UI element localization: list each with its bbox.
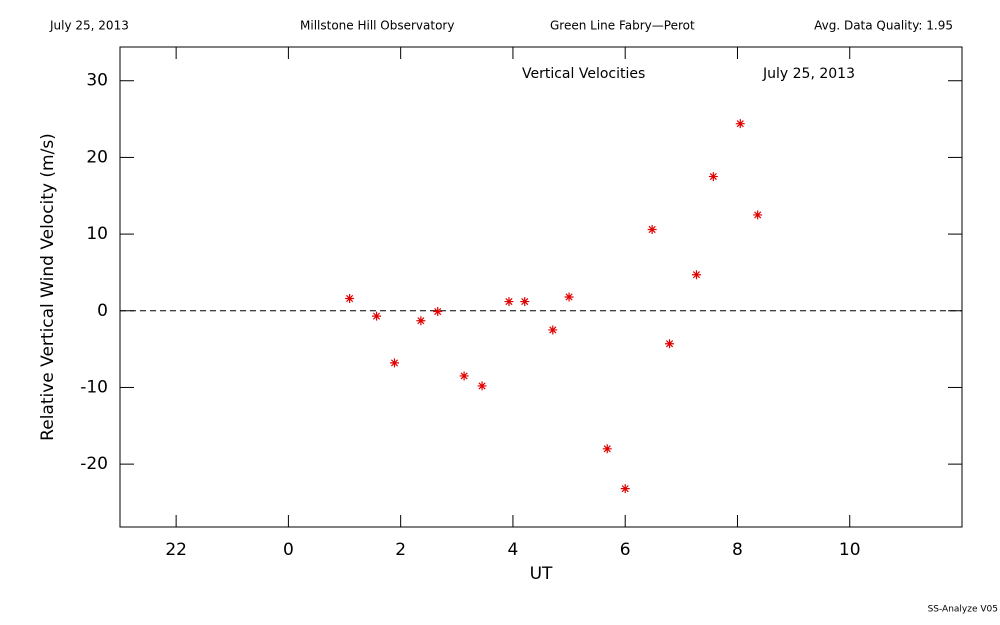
data-point bbox=[665, 339, 675, 349]
data-point bbox=[708, 172, 718, 182]
data-point bbox=[477, 381, 487, 391]
x-tick-label: 8 bbox=[732, 540, 743, 560]
data-point bbox=[647, 224, 657, 234]
data-point bbox=[389, 358, 399, 368]
x-tick-label: 0 bbox=[283, 540, 294, 560]
x-tick-label: 4 bbox=[508, 540, 519, 560]
y-tick-label: 30 bbox=[86, 71, 108, 91]
data-point bbox=[548, 325, 558, 335]
y-tick-label: -10 bbox=[80, 377, 108, 397]
header-site: Millstone Hill Observatory bbox=[300, 19, 454, 33]
data-point bbox=[735, 119, 745, 129]
y-tick-label: -20 bbox=[80, 454, 108, 474]
data-point bbox=[459, 371, 469, 381]
data-point bbox=[602, 444, 612, 454]
chart-title: Vertical Velocities bbox=[522, 66, 645, 82]
x-tick-label: 22 bbox=[165, 540, 187, 560]
data-point bbox=[691, 270, 701, 280]
data-point bbox=[416, 316, 426, 326]
y-axis-label: Relative Vertical Wind Velocity (m/s) bbox=[38, 133, 58, 441]
data-point bbox=[433, 307, 443, 317]
data-point bbox=[372, 311, 382, 321]
x-tick-label: 2 bbox=[395, 540, 406, 560]
header-instrument: Green Line Fabry—Perot bbox=[550, 19, 695, 33]
data-point bbox=[620, 484, 630, 494]
x-axis-label: UT bbox=[530, 564, 553, 584]
footer: SS-Analyze V05 bbox=[928, 605, 998, 615]
data-point bbox=[753, 210, 763, 220]
data-point bbox=[564, 292, 574, 302]
data-point bbox=[504, 297, 514, 307]
y-tick-label: 10 bbox=[86, 224, 108, 244]
header-quality: Avg. Data Quality: 1.95 bbox=[814, 19, 953, 33]
x-tick-label: 10 bbox=[839, 540, 861, 560]
y-tick-label: 20 bbox=[86, 147, 108, 167]
x-tick-label: 6 bbox=[620, 540, 631, 560]
chart-subtitle: July 25, 2013 bbox=[762, 66, 855, 82]
plot-frame bbox=[119, 46, 963, 528]
header-date: July 25, 2013 bbox=[49, 19, 129, 33]
data-point bbox=[345, 294, 355, 304]
y-tick-label: 0 bbox=[97, 301, 108, 321]
data-point bbox=[520, 297, 530, 307]
